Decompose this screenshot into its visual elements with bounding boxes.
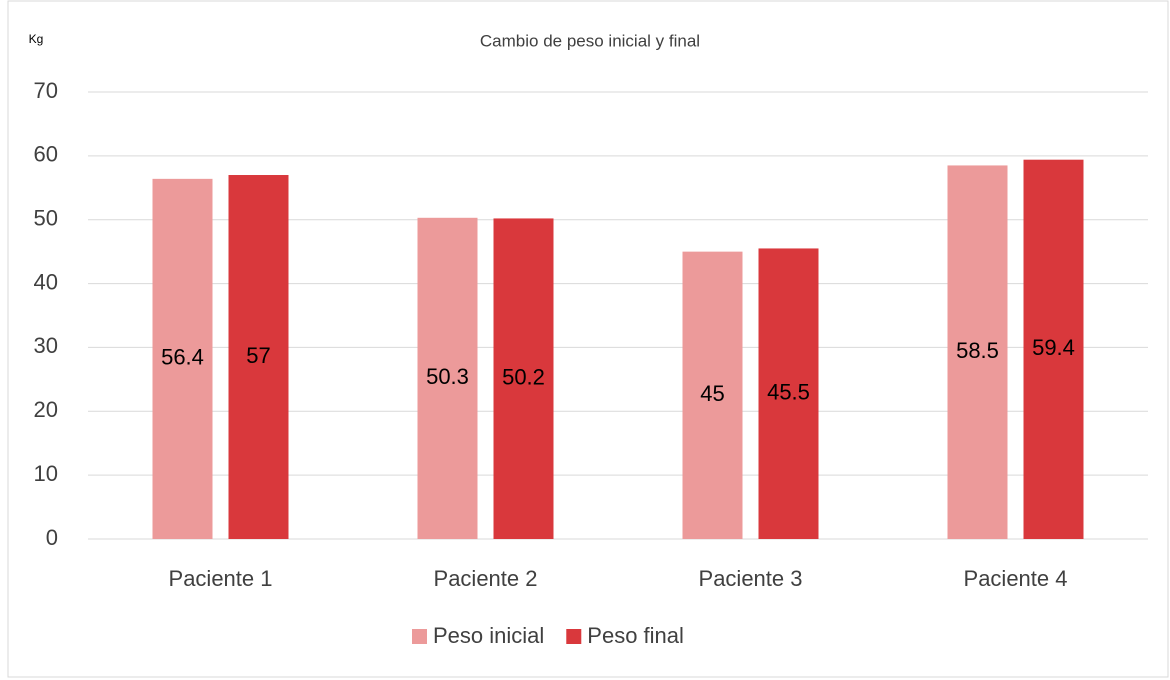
data-label: 58.5	[956, 338, 999, 363]
y-tick-label: 70	[34, 78, 58, 103]
x-tick-label: Paciente 2	[434, 566, 538, 591]
y-tick-label: 50	[34, 206, 58, 231]
y-tick-label: 10	[34, 461, 58, 486]
data-label: 45	[700, 381, 724, 406]
bar	[947, 165, 1008, 539]
bar	[758, 248, 819, 539]
x-tick-label: Paciente 1	[169, 566, 273, 591]
y-tick-label: 30	[34, 333, 58, 358]
bar	[152, 178, 213, 540]
data-label: 45.5	[767, 380, 810, 405]
y-tick-label: 0	[46, 525, 58, 550]
chart-title: Cambio de peso inicial y final	[480, 31, 700, 50]
y-tick-label: 40	[34, 269, 58, 294]
legend-swatch	[412, 629, 427, 644]
y-tick-label: 60	[34, 142, 58, 167]
x-tick-label: Paciente 3	[699, 566, 803, 591]
legend-swatch	[566, 629, 582, 644]
data-label: 50.3	[426, 364, 469, 389]
legend-label: Peso final	[587, 623, 684, 648]
data-label: 56.4	[161, 345, 204, 370]
data-label: 59.4	[1032, 335, 1075, 360]
x-tick-label: Paciente 4	[964, 566, 1068, 591]
bar	[493, 218, 554, 540]
legend-label: Peso inicial	[433, 623, 544, 648]
bar	[1023, 159, 1084, 539]
data-label: 50.2	[502, 365, 545, 390]
bar	[417, 217, 478, 539]
data-label: 57	[246, 343, 270, 368]
bar	[682, 251, 743, 539]
y-axis-label: Kg	[29, 32, 44, 46]
y-tick-label: 20	[34, 397, 58, 422]
bar	[228, 175, 289, 539]
